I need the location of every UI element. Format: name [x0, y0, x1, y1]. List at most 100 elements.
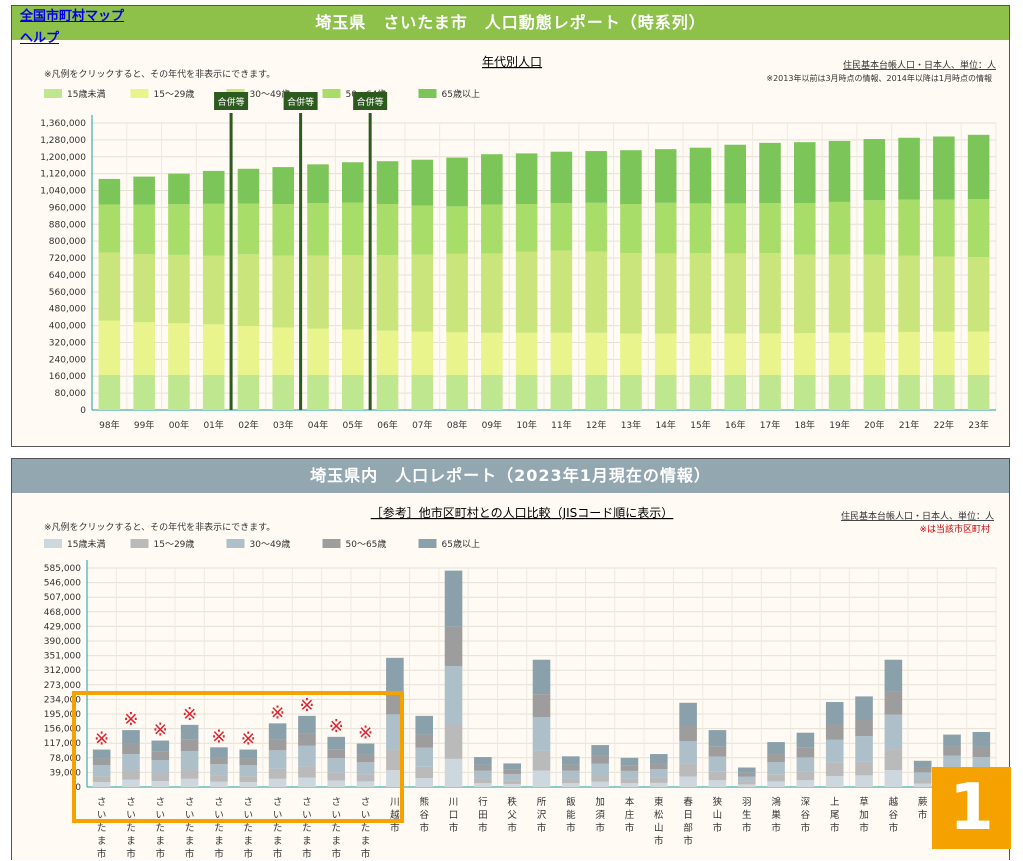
bar-segment[interactable] [972, 731, 991, 747]
bar-stack[interactable] [202, 170, 225, 410]
bar-segment[interactable] [356, 743, 375, 755]
bar-segment[interactable] [239, 776, 258, 783]
bar-segment[interactable] [92, 776, 111, 783]
bar-segment[interactable] [356, 781, 375, 787]
bar-stack[interactable] [724, 144, 747, 410]
bar-segment[interactable] [898, 331, 920, 375]
legend-swatch[interactable] [322, 89, 341, 98]
bar-segment[interactable] [591, 763, 609, 776]
bar-stack[interactable] [411, 159, 434, 410]
bar-segment[interactable] [724, 253, 747, 334]
bar-stack[interactable] [913, 760, 932, 787]
bar-segment[interactable] [863, 254, 886, 333]
bar-segment[interactable] [724, 374, 747, 410]
legend-swatch[interactable] [44, 89, 62, 98]
bar-segment[interactable] [202, 170, 225, 204]
bar-segment[interactable] [122, 770, 140, 780]
bar-segment[interactable] [767, 774, 785, 782]
bar-segment[interactable] [503, 774, 521, 781]
bar-segment[interactable] [933, 136, 955, 200]
bar-stack[interactable] [386, 657, 404, 787]
bar-segment[interactable] [210, 764, 228, 776]
bar-segment[interactable] [898, 255, 920, 332]
bar-segment[interactable] [474, 783, 492, 787]
bar-segment[interactable] [759, 253, 781, 334]
bar-segment[interactable] [796, 732, 815, 748]
bar-segment[interactable] [708, 780, 727, 787]
bar-segment[interactable] [180, 778, 199, 787]
bar-segment[interactable] [481, 154, 503, 205]
bar-segment[interactable] [825, 724, 844, 740]
bar-segment[interactable] [327, 772, 346, 781]
bar-segment[interactable] [943, 734, 961, 747]
legend-swatch[interactable] [130, 539, 149, 548]
bar-stack[interactable] [737, 767, 756, 787]
bar-segment[interactable] [180, 724, 199, 740]
bar-stack[interactable] [828, 140, 851, 410]
bar-segment[interactable] [689, 333, 712, 375]
bar-segment[interactable] [341, 255, 364, 330]
bar-segment[interactable] [562, 783, 580, 787]
bar-segment[interactable] [620, 333, 642, 375]
bar-stack[interactable] [654, 149, 677, 410]
bar-segment[interactable] [972, 746, 991, 758]
bar-segment[interactable] [793, 374, 816, 410]
legend-item-label[interactable]: 65歳以上 [442, 538, 480, 550]
bar-segment[interactable] [679, 725, 697, 742]
bar-stack[interactable] [356, 743, 375, 787]
bar-stack[interactable] [550, 151, 573, 410]
bar-segment[interactable] [767, 781, 785, 787]
help-link[interactable]: ヘルプ [20, 31, 60, 46]
bar-segment[interactable] [411, 159, 434, 206]
bar-segment[interactable] [825, 762, 844, 777]
bar-segment[interactable] [654, 253, 677, 334]
bar-segment[interactable] [689, 374, 712, 410]
bar-segment[interactable] [825, 776, 844, 787]
bar-segment[interactable] [967, 374, 990, 410]
bar-segment[interactable] [481, 253, 503, 333]
bar-segment[interactable] [562, 756, 580, 765]
bar-segment[interactable] [828, 201, 851, 255]
legend-item-label[interactable]: 50〜65歳 [346, 538, 387, 550]
bar-segment[interactable] [550, 202, 573, 251]
bar-segment[interactable] [515, 374, 538, 410]
bar-segment[interactable] [863, 332, 886, 375]
bar-segment[interactable] [654, 149, 677, 203]
bar-segment[interactable] [679, 741, 697, 764]
bar-segment[interactable] [210, 775, 228, 782]
bar-segment[interactable] [759, 333, 781, 375]
bar-segment[interactable] [679, 763, 697, 777]
legend-item-label[interactable]: 15歳未満 [67, 538, 105, 550]
bar-segment[interactable] [298, 745, 316, 767]
bar-segment[interactable] [620, 252, 642, 334]
bar-segment[interactable] [444, 724, 463, 759]
bar-stack[interactable] [825, 702, 844, 787]
bar-segment[interactable] [415, 734, 434, 748]
bar-segment[interactable] [180, 739, 199, 752]
bar-segment[interactable] [620, 150, 642, 205]
bar-segment[interactable] [237, 254, 260, 327]
bar-segment[interactable] [386, 714, 404, 750]
bar-segment[interactable] [298, 733, 316, 746]
bar-segment[interactable] [92, 782, 111, 787]
bar-segment[interactable] [386, 657, 404, 692]
bar-segment[interactable] [411, 331, 434, 375]
bar-segment[interactable] [654, 374, 677, 410]
bar-stack[interactable] [933, 136, 955, 410]
bar-segment[interactable] [180, 769, 199, 779]
bar-segment[interactable] [92, 749, 111, 759]
bar-segment[interactable] [210, 781, 228, 787]
bar-segment[interactable] [298, 777, 316, 787]
bar-segment[interactable] [444, 666, 463, 725]
bar-segment[interactable] [737, 781, 756, 785]
bar-stack[interactable] [239, 749, 258, 787]
bar-segment[interactable] [98, 320, 121, 375]
bar-segment[interactable] [239, 749, 258, 759]
bar-segment[interactable] [415, 778, 434, 787]
bar-segment[interactable] [151, 740, 170, 752]
legend-item-label[interactable]: 30〜49歳 [250, 88, 291, 100]
bar-segment[interactable] [708, 771, 727, 781]
bar-segment[interactable] [237, 326, 260, 375]
legend-swatch[interactable] [418, 89, 437, 98]
bar-segment[interactable] [237, 168, 260, 204]
